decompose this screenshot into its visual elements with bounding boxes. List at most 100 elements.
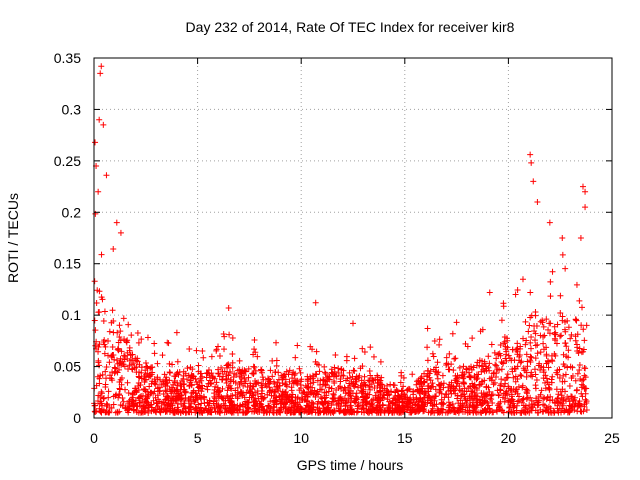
data-point	[353, 373, 360, 380]
data-point	[485, 384, 492, 391]
data-point	[508, 391, 515, 398]
data-point	[150, 397, 157, 404]
data-point	[439, 372, 446, 379]
data-point	[167, 388, 174, 395]
data-point	[259, 374, 266, 381]
data-point	[451, 355, 458, 362]
data-point	[582, 374, 589, 381]
data-point	[560, 372, 567, 379]
data-point	[559, 251, 566, 258]
x-axis-label: GPS time / hours	[297, 457, 404, 473]
data-point	[251, 346, 258, 353]
data-point	[421, 394, 428, 401]
data-point	[529, 373, 536, 380]
data-point	[583, 385, 590, 392]
data-point	[309, 399, 316, 406]
data-point	[170, 409, 177, 416]
data-point	[491, 379, 498, 386]
data-point	[390, 395, 397, 402]
data-point	[378, 374, 385, 381]
data-point	[407, 407, 414, 414]
data-point	[312, 371, 319, 378]
data-point	[443, 354, 450, 361]
data-point	[516, 353, 523, 360]
data-point	[185, 396, 192, 403]
data-point	[561, 319, 568, 326]
data-point	[132, 397, 139, 404]
data-point	[307, 388, 314, 395]
data-point	[276, 382, 283, 389]
data-point	[438, 380, 445, 387]
data-point	[98, 63, 105, 70]
data-point	[198, 382, 205, 389]
data-point	[170, 381, 177, 388]
data-point	[411, 408, 418, 415]
data-point	[467, 402, 474, 409]
data-point	[365, 384, 372, 391]
data-point	[231, 370, 238, 377]
data-point	[144, 334, 151, 341]
data-point	[154, 385, 161, 392]
data-point	[517, 371, 524, 378]
data-point	[374, 372, 381, 379]
data-point	[98, 388, 105, 395]
data-point	[254, 400, 261, 407]
data-point	[253, 379, 260, 386]
data-point	[102, 343, 109, 350]
data-point	[374, 380, 381, 387]
x-tick-label: 10	[293, 430, 309, 446]
data-point	[493, 362, 500, 369]
data-point	[289, 371, 296, 378]
data-point	[446, 350, 453, 357]
data-point	[102, 368, 109, 375]
data-point	[367, 344, 374, 351]
data-point	[377, 388, 384, 395]
data-point	[568, 331, 575, 338]
data-point	[460, 380, 467, 387]
data-point	[525, 328, 532, 335]
data-point	[551, 351, 558, 358]
data-point	[503, 374, 510, 381]
data-point	[245, 399, 252, 406]
data-point	[133, 369, 140, 376]
data-point	[225, 361, 232, 368]
y-axis-label: ROTI / TECUs	[5, 193, 21, 283]
data-point	[513, 386, 520, 393]
data-point	[188, 381, 195, 388]
data-point	[297, 408, 304, 415]
data-point	[549, 373, 556, 380]
data-point	[260, 376, 267, 383]
data-point	[429, 380, 436, 387]
data-point	[137, 382, 144, 389]
data-point	[426, 393, 433, 400]
data-point	[322, 381, 329, 388]
data-point	[482, 391, 489, 398]
data-point	[352, 397, 359, 404]
data-point	[576, 362, 583, 369]
data-point	[566, 382, 573, 389]
data-point	[302, 382, 309, 389]
data-point	[349, 390, 356, 397]
data-point	[571, 396, 578, 403]
data-point	[470, 403, 477, 410]
data-point	[258, 380, 265, 387]
data-point	[101, 308, 108, 315]
data-point	[187, 377, 194, 384]
data-point	[387, 381, 394, 388]
data-point	[384, 405, 391, 412]
data-point	[517, 345, 524, 352]
data-point	[273, 339, 280, 346]
data-point	[154, 406, 161, 413]
data-point	[424, 325, 431, 332]
data-point	[360, 394, 367, 401]
data-point	[134, 358, 141, 365]
data-point	[424, 372, 431, 379]
data-point	[111, 370, 118, 377]
data-point	[313, 348, 320, 355]
data-point	[574, 403, 581, 410]
data-point	[396, 409, 403, 416]
data-point	[497, 386, 504, 393]
data-point	[385, 388, 392, 395]
data-point	[273, 383, 280, 390]
data-point	[219, 385, 226, 392]
